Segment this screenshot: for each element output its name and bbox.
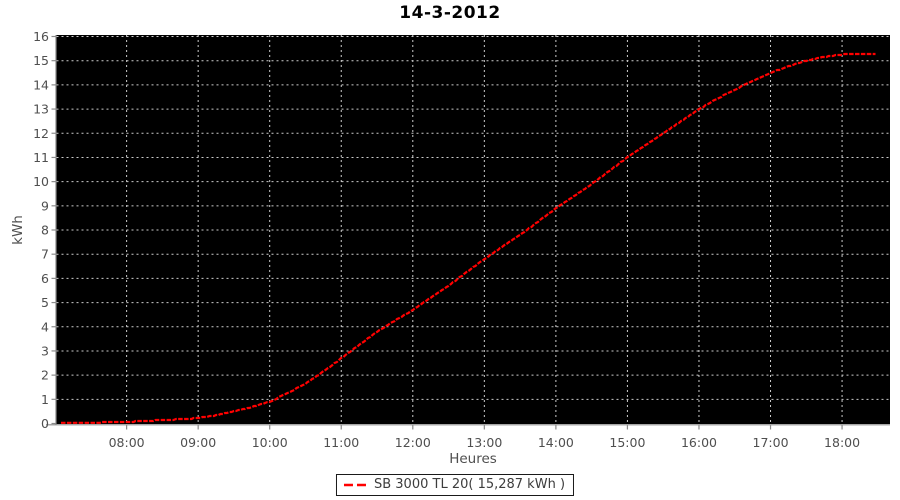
x-axis-label: Heures bbox=[449, 451, 497, 467]
x-tick-label: 17:00 bbox=[753, 435, 789, 450]
y-tick-label: 12 bbox=[33, 126, 49, 141]
legend-box: SB 3000 TL 20( 15,287 kWh ) bbox=[335, 474, 575, 496]
x-tick-label: 09:00 bbox=[180, 435, 216, 450]
y-tick-label: 6 bbox=[41, 271, 49, 286]
x-tick-label: 10:00 bbox=[252, 435, 288, 450]
series-line bbox=[61, 52, 876, 424]
y-tick-label: 11 bbox=[33, 150, 49, 165]
x-tick-label: 15:00 bbox=[609, 435, 645, 450]
y-tick-label: 2 bbox=[41, 368, 49, 383]
y-tick-label: 1 bbox=[41, 392, 49, 407]
chart-title: 14-3-2012 bbox=[399, 3, 501, 23]
y-tick-label: 15 bbox=[33, 53, 49, 68]
y-tick-label: 5 bbox=[41, 295, 49, 310]
y-tick-label: 9 bbox=[41, 198, 49, 213]
x-tick-label: 12:00 bbox=[395, 435, 431, 450]
legend-label: SB 3000 TL 20( 15,287 kWh ) bbox=[373, 477, 566, 492]
y-tick-label: 13 bbox=[33, 102, 49, 117]
y-tick-label: 16 bbox=[33, 29, 49, 44]
y-tick-label: 4 bbox=[41, 319, 49, 334]
y-tick-label: 0 bbox=[41, 416, 49, 431]
legend-line-swatch-icon bbox=[343, 483, 369, 486]
x-tick-label: 11:00 bbox=[323, 435, 359, 450]
x-tick-label: 13:00 bbox=[466, 435, 502, 450]
x-tick-label: 14:00 bbox=[538, 435, 574, 450]
x-tick-label: 08:00 bbox=[109, 435, 145, 450]
y-tick-label: 10 bbox=[33, 174, 49, 189]
y-tick-label: 8 bbox=[41, 223, 49, 238]
y-tick-label: 14 bbox=[33, 77, 49, 92]
y-tick-label: 3 bbox=[41, 343, 49, 358]
y-tick-label: 7 bbox=[41, 247, 49, 262]
x-tick-label: 16:00 bbox=[681, 435, 717, 450]
x-tick-label: 18:00 bbox=[824, 435, 860, 450]
y-axis-label: kWh bbox=[10, 215, 26, 245]
